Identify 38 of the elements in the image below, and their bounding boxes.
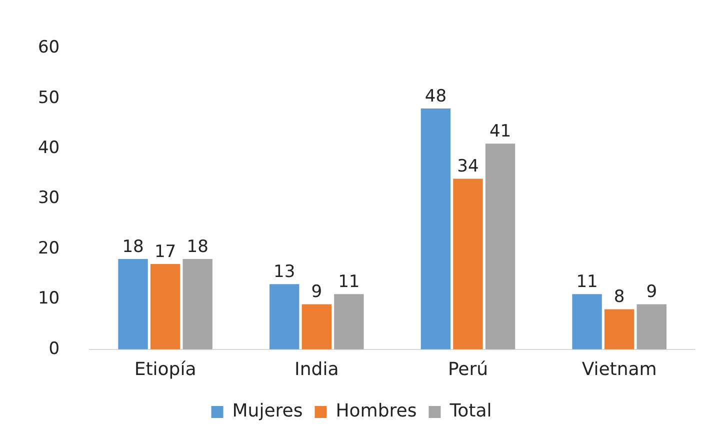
y-tick-label: 10: [38, 288, 60, 309]
bar: [118, 259, 148, 350]
legend-label: Mujeres: [232, 400, 303, 422]
data-label: 18: [122, 236, 144, 257]
bar: [182, 259, 212, 350]
data-label: 17: [154, 242, 176, 262]
y-tick-label: 20: [38, 238, 60, 258]
data-label: 48: [424, 86, 447, 106]
data-label: 18: [186, 236, 208, 257]
y-tick-label: 50: [38, 88, 60, 108]
legend-label: Hombres: [336, 400, 417, 422]
bar: [636, 304, 666, 350]
data-label: 11: [338, 272, 360, 292]
bar: [334, 294, 364, 350]
y-tick-label: 40: [38, 138, 60, 158]
data-label: 9: [646, 282, 658, 302]
bar: [453, 178, 483, 350]
x-tick-label: India: [294, 358, 339, 380]
data-label: 13: [274, 262, 296, 282]
bar: [572, 294, 602, 350]
bar: [302, 304, 332, 350]
legend-label: Total: [448, 400, 492, 422]
y-tick-label: 60: [38, 38, 60, 58]
y-tick-label: 30: [38, 188, 60, 208]
data-label: 8: [614, 287, 625, 308]
data-label: 41: [489, 122, 512, 142]
x-tick-label: Vietnam: [582, 358, 657, 380]
bar: [485, 144, 516, 350]
y-tick-label: 0: [48, 338, 60, 359]
data-label: 11: [576, 272, 598, 292]
data-label: 9: [311, 282, 322, 302]
bar: [150, 264, 180, 350]
bar: [604, 309, 634, 350]
x-tick-label: Perú: [448, 358, 488, 380]
x-tick-label: Etiopía: [134, 358, 196, 380]
data-label: 34: [457, 156, 479, 177]
bar: [420, 108, 451, 350]
bar: [270, 284, 300, 350]
